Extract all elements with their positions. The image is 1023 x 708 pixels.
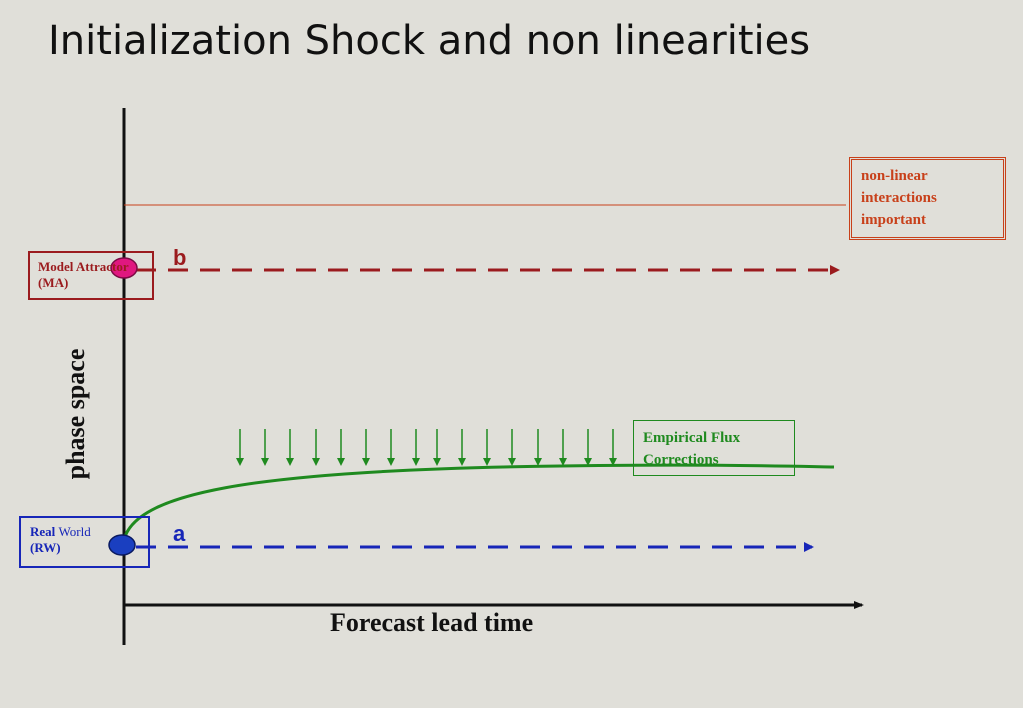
flux-correction-arrows: [236, 429, 617, 466]
nonlinear-label: non-linear interactions important: [861, 166, 937, 231]
model-attractor-box: [28, 251, 154, 300]
nonlinear-line1: non-linear: [861, 168, 928, 184]
flux-line1: Empirical Flux: [643, 430, 741, 446]
model-attractor-line2: (MA): [38, 275, 69, 291]
x-axis-label: Forecast lead time: [330, 608, 534, 637]
nonlinear-box: [849, 157, 1006, 240]
label-b: b: [173, 245, 187, 270]
real-world-dot: [108, 534, 136, 556]
flux-line2: Corrections: [643, 451, 719, 468]
flux-label: Empirical Flux Corrections: [643, 428, 740, 472]
y-axis-label: phase space: [61, 348, 90, 480]
model-attractor-label: Model Attractor (MA): [38, 259, 129, 292]
real-world-label: Real World (RW): [30, 524, 91, 557]
flux-box: [633, 420, 795, 476]
real-world-line2: (RW): [30, 540, 61, 556]
slide-title: Initialization Shock and non linearities: [48, 18, 811, 64]
forecast-drift-curve: [122, 463, 835, 541]
model-attractor-line1: Model Attractor: [38, 259, 129, 274]
model-attractor-dot: [110, 257, 138, 279]
nonlinear-line2: interactions: [861, 189, 937, 206]
nonlinear-line3: important: [861, 211, 926, 228]
real-world-box: [19, 516, 150, 568]
real-world-word1: Real: [30, 524, 56, 539]
real-world-word2: World: [58, 524, 91, 539]
label-a: a: [173, 521, 186, 546]
